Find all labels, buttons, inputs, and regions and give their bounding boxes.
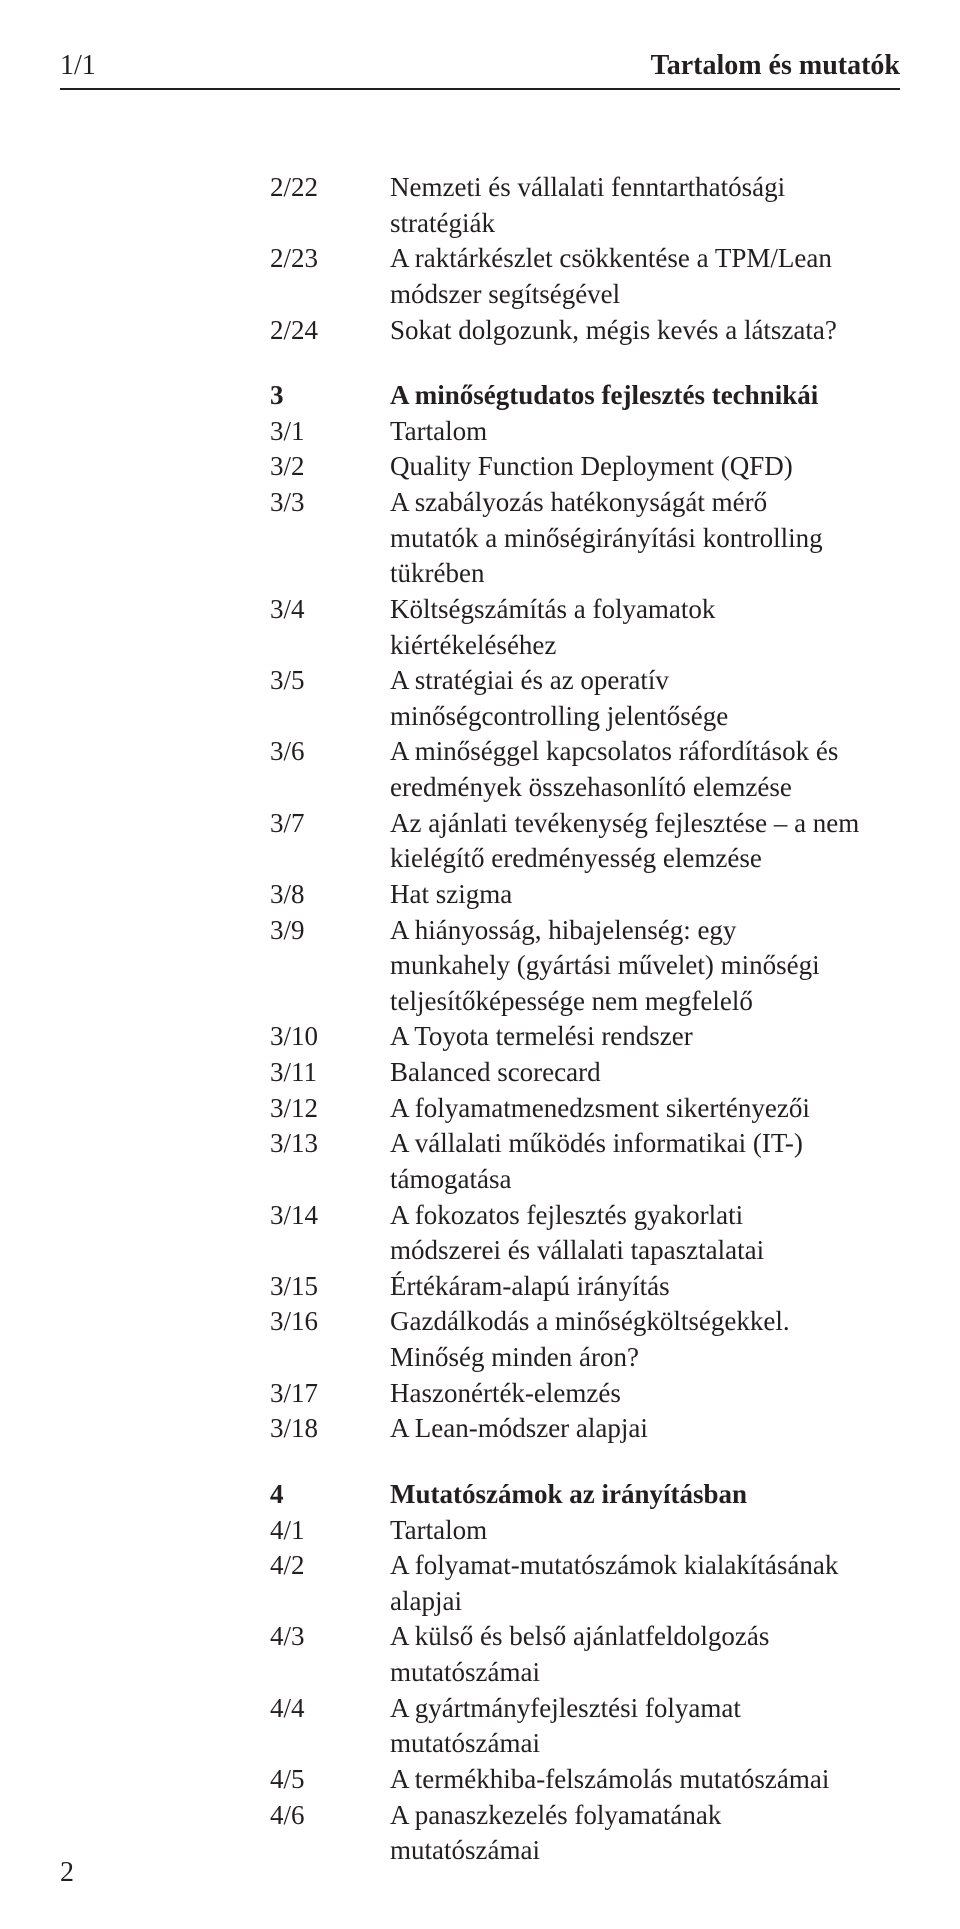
toc-entry-text: Tartalom <box>390 414 860 450</box>
toc-row: 3/8Hat szigma <box>270 877 860 913</box>
toc-row: 4/3A külső és belső ajánlatfeldolgozás m… <box>270 1619 860 1690</box>
toc-entry-text: A Toyota termelési rendszer <box>390 1019 860 1055</box>
toc-entry-number: 4/3 <box>270 1619 390 1655</box>
toc-row: 3/6A minőséggel kapcsolatos ráfordítások… <box>270 734 860 805</box>
toc-entry-number: 3/14 <box>270 1198 390 1234</box>
toc-row: 3A minőségtudatos fejlesztés technikái <box>270 378 860 414</box>
toc-entry-number: 3/1 <box>270 414 390 450</box>
header-page-ref: 1/1 <box>60 50 96 82</box>
toc-entry-number: 4 <box>270 1477 390 1513</box>
toc-row: 3/12A folyamatmenedzsment sikertényezői <box>270 1091 860 1127</box>
toc-entry-number: 3/16 <box>270 1304 390 1340</box>
toc-row: 3/2Quality Function Deployment (QFD) <box>270 449 860 485</box>
toc-row: 3/4Költségszámítás a folyamatok kiértéke… <box>270 592 860 663</box>
toc-entry-text: Sokat dolgozunk, mégis kevés a látszata? <box>390 313 860 349</box>
toc-entry-text: A gyártmányfejlesztési folyamat mutatósz… <box>390 1691 860 1762</box>
toc-entry-number: 2/23 <box>270 241 390 277</box>
toc-entry-number: 3 <box>270 378 390 414</box>
toc-entry-text: Hat szigma <box>390 877 860 913</box>
toc-row: 4/6A panaszkezelés folyamatának mutatósz… <box>270 1798 860 1869</box>
toc-entry-text: A folyamat-mutatószámok kialakításának a… <box>390 1548 860 1619</box>
toc-entry-number: 4/6 <box>270 1798 390 1834</box>
toc-row: 4/2A folyamat-mutatószámok kialakításána… <box>270 1548 860 1619</box>
toc-entry-number: 3/11 <box>270 1055 390 1091</box>
toc-entry-text: Mutatószámok az irányításban <box>390 1477 860 1513</box>
toc-row: 3/17Haszonérték-elemzés <box>270 1376 860 1412</box>
toc-entry-text: A termékhiba-felszámolás mutatószámai <box>390 1762 860 1798</box>
toc-entry-text: Tartalom <box>390 1513 860 1549</box>
toc-row: 3/3A szabályozás hatékonyságát mérő muta… <box>270 485 860 592</box>
toc-entry-text: Nemzeti és vállalati fenntarthatósági st… <box>390 170 860 241</box>
toc-entry-number: 4/4 <box>270 1691 390 1727</box>
toc-entry-text: Haszonérték-elemzés <box>390 1376 860 1412</box>
toc-entry-number: 3/2 <box>270 449 390 485</box>
toc-entry-number: 3/8 <box>270 877 390 913</box>
toc-row: 3/1Tartalom <box>270 414 860 450</box>
toc-row: 4/4A gyártmányfejlesztési folyamat mutat… <box>270 1691 860 1762</box>
toc-row: 3/14A fokozatos fejlesztés gyakorlati mó… <box>270 1198 860 1269</box>
toc-entry-number: 3/6 <box>270 734 390 770</box>
document-page: 1/1 Tartalom és mutatók 2/22Nemzeti és v… <box>0 0 960 1929</box>
toc-entry-number: 3/18 <box>270 1411 390 1447</box>
toc-row: 3/9A hiányosság, hibajelenség: egy munka… <box>270 913 860 1020</box>
page-number: 2 <box>60 1857 74 1889</box>
toc-row: 3/13A vállalati működés informatikai (IT… <box>270 1126 860 1197</box>
toc-entry-number: 3/17 <box>270 1376 390 1412</box>
toc-entry-text: Balanced scorecard <box>390 1055 860 1091</box>
toc-entry-text: Az ajánlati tevékenység fejlesztése – a … <box>390 806 860 877</box>
toc-row: 3/11Balanced scorecard <box>270 1055 860 1091</box>
toc-entry-text: A minőséggel kapcsolatos ráfordítások és… <box>390 734 860 805</box>
toc-entry-text: Költségszámítás a folyamatok kiértékelés… <box>390 592 860 663</box>
toc-row: 3/16Gazdálkodás a minőségköltségekkel. M… <box>270 1304 860 1375</box>
toc-entry-text: A vállalati működés informatikai (IT-) t… <box>390 1126 860 1197</box>
section-gap <box>270 1447 860 1477</box>
toc-entry-text: A raktárkészlet csökkentése a TPM/Lean m… <box>390 241 860 312</box>
toc-row: 3/10A Toyota termelési rendszer <box>270 1019 860 1055</box>
toc-entry-number: 3/12 <box>270 1091 390 1127</box>
toc-entry-number: 4/1 <box>270 1513 390 1549</box>
toc-entry-text: Értékáram-alapú irányítás <box>390 1269 860 1305</box>
toc-row: 2/22Nemzeti és vállalati fenntarthatóság… <box>270 170 860 241</box>
toc-entry-number: 3/5 <box>270 663 390 699</box>
toc-entry-text: A külső és belső ajánlatfeldolgozás muta… <box>390 1619 860 1690</box>
toc-entry-text: Quality Function Deployment (QFD) <box>390 449 860 485</box>
toc-entry-text: A stratégiai és az operatív minőségcontr… <box>390 663 860 734</box>
toc-row: 2/23A raktárkészlet csökkentése a TPM/Le… <box>270 241 860 312</box>
table-of-contents: 2/22Nemzeti és vállalati fenntarthatóság… <box>270 170 860 1869</box>
toc-entry-text: A minőségtudatos fejlesztés technikái <box>390 378 860 414</box>
toc-entry-number: 2/22 <box>270 170 390 206</box>
toc-entry-number: 3/7 <box>270 806 390 842</box>
toc-entry-number: 2/24 <box>270 313 390 349</box>
toc-row: 3/15Értékáram-alapú irányítás <box>270 1269 860 1305</box>
toc-row: 3/18A Lean-módszer alapjai <box>270 1411 860 1447</box>
toc-entry-number: 3/10 <box>270 1019 390 1055</box>
toc-row: 3/5A stratégiai és az operatív minőségco… <box>270 663 860 734</box>
page-header: 1/1 Tartalom és mutatók <box>60 50 900 90</box>
toc-entry-text: A fokozatos fejlesztés gyakorlati módsze… <box>390 1198 860 1269</box>
toc-entry-number: 3/4 <box>270 592 390 628</box>
toc-entry-number: 3/13 <box>270 1126 390 1162</box>
toc-entry-number: 4/2 <box>270 1548 390 1584</box>
toc-entry-text: A hiányosság, hibajelenség: egy munkahel… <box>390 913 860 1020</box>
toc-entry-text: Gazdálkodás a minőségköltségekkel. Minős… <box>390 1304 860 1375</box>
toc-entry-number: 3/9 <box>270 913 390 949</box>
toc-entry-text: A Lean-módszer alapjai <box>390 1411 860 1447</box>
toc-row: 4/5A termékhiba-felszámolás mutatószámai <box>270 1762 860 1798</box>
toc-row: 2/24Sokat dolgozunk, mégis kevés a látsz… <box>270 313 860 349</box>
toc-entry-text: A folyamatmenedzsment sikertényezői <box>390 1091 860 1127</box>
toc-entry-number: 3/3 <box>270 485 390 521</box>
toc-entry-number: 4/5 <box>270 1762 390 1798</box>
toc-entry-text: A szabályozás hatékonyságát mérő mutatók… <box>390 485 860 592</box>
toc-entry-text: A panaszkezelés folyamatának mutatószáma… <box>390 1798 860 1869</box>
header-title: Tartalom és mutatók <box>651 50 900 82</box>
toc-row: 4Mutatószámok az irányításban <box>270 1477 860 1513</box>
toc-row: 4/1Tartalom <box>270 1513 860 1549</box>
section-gap <box>270 348 860 378</box>
toc-entry-number: 3/15 <box>270 1269 390 1305</box>
toc-row: 3/7Az ajánlati tevékenység fejlesztése –… <box>270 806 860 877</box>
